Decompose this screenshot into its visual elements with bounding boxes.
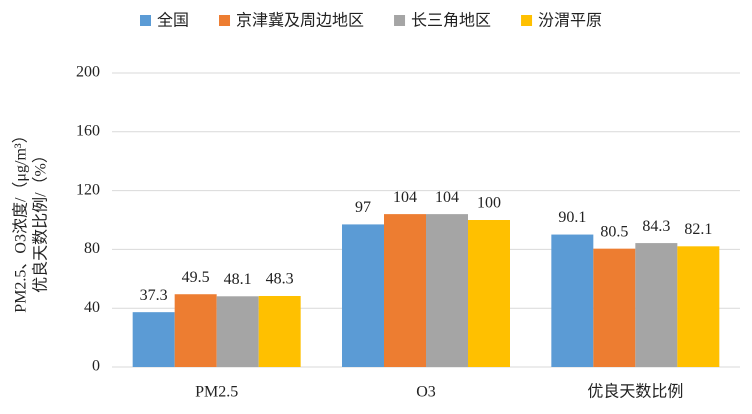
bar [551, 234, 594, 367]
y-axis-label: PM2.5、O3浓度/（μg/m³） [12, 127, 30, 312]
bar [677, 246, 720, 367]
data-label: 90.1 [558, 209, 586, 226]
legend-label: 汾渭平原 [538, 11, 602, 30]
bar [468, 220, 510, 367]
y-axis-label: 优良天数比例/（%） [32, 147, 50, 293]
data-label: 100 [477, 195, 501, 212]
bar [342, 224, 384, 367]
legend-label: 京津冀及周边地区 [236, 11, 364, 30]
bar [216, 296, 259, 367]
bar [426, 214, 468, 367]
legend-swatch [521, 15, 533, 26]
y-tick-label: 80 [84, 240, 100, 257]
data-label: 97 [355, 199, 371, 216]
x-tick-label: PM2.5 [195, 384, 238, 401]
y-tick-label: 200 [76, 64, 100, 81]
y-tick-label: 0 [92, 358, 100, 375]
bar [174, 294, 217, 367]
legend-swatch [219, 15, 231, 26]
data-label: 48.1 [224, 271, 252, 288]
y-tick-label: 160 [76, 122, 100, 139]
legend-swatch [140, 15, 151, 26]
data-label: 82.1 [684, 221, 712, 238]
x-tick-label: 优良天数比例 [587, 383, 683, 401]
x-tick-label: O3 [416, 384, 436, 401]
data-label: 80.5 [600, 223, 628, 240]
legend-swatch [394, 15, 406, 26]
legend-label: 长三角地区 [411, 11, 491, 30]
legend-label: 全国 [157, 11, 189, 30]
bar [384, 214, 426, 367]
data-label: 104 [393, 189, 417, 206]
data-label: 37.3 [140, 287, 168, 304]
data-label: 49.5 [182, 269, 210, 286]
data-label: 84.3 [642, 218, 670, 235]
y-tick-label: 40 [84, 299, 100, 316]
bar [132, 312, 175, 367]
bar [593, 248, 636, 367]
bar [258, 295, 301, 367]
bar [635, 243, 678, 367]
data-label: 104 [435, 189, 459, 206]
data-label: 48.3 [266, 271, 294, 288]
y-tick-label: 120 [76, 181, 100, 198]
